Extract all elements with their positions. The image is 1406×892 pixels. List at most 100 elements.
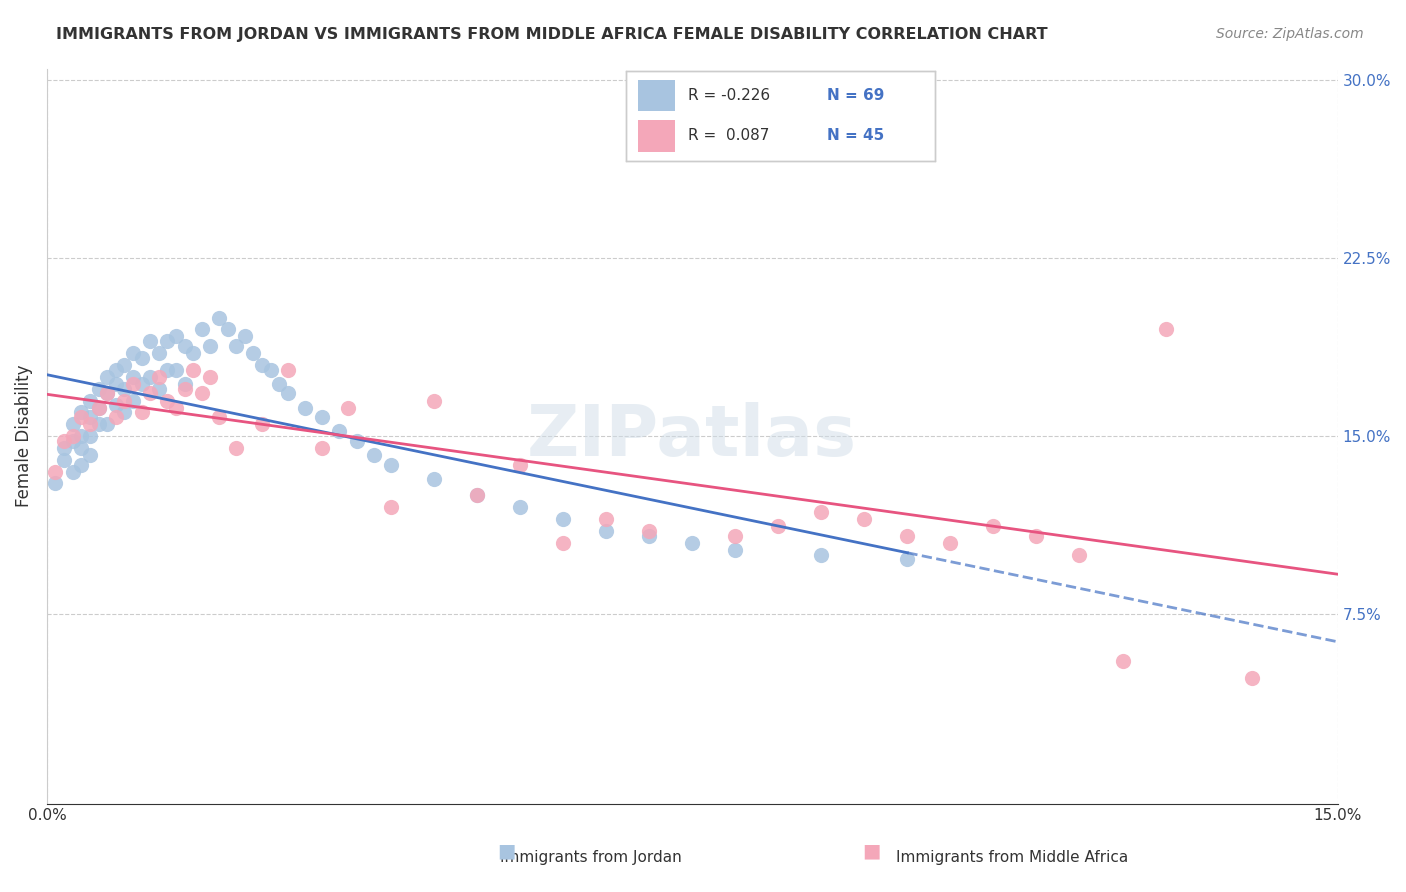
Point <box>233 329 256 343</box>
Point <box>595 512 617 526</box>
Point <box>200 369 222 384</box>
Point <box>1154 322 1177 336</box>
Point <box>96 369 118 384</box>
Point <box>148 346 170 360</box>
Point <box>509 458 531 472</box>
Point <box>853 512 876 526</box>
Point <box>225 339 247 353</box>
Point <box>277 386 299 401</box>
Point <box>1111 654 1133 668</box>
Point <box>148 369 170 384</box>
Text: ■: ■ <box>862 842 882 861</box>
Point <box>53 452 76 467</box>
Point <box>165 329 187 343</box>
Point <box>724 542 747 557</box>
Point <box>112 382 135 396</box>
Point <box>983 519 1005 533</box>
Point <box>156 334 179 349</box>
Point <box>337 401 360 415</box>
Point <box>122 369 145 384</box>
Point <box>810 548 832 562</box>
Point <box>44 465 66 479</box>
Point <box>595 524 617 538</box>
Point <box>465 488 488 502</box>
Text: Immigrants from Jordan: Immigrants from Jordan <box>499 850 682 865</box>
Point <box>200 339 222 353</box>
Point <box>139 334 162 349</box>
Point <box>311 410 333 425</box>
Point <box>139 369 162 384</box>
Point <box>191 322 214 336</box>
Point <box>173 382 195 396</box>
Point <box>939 535 962 549</box>
Text: IMMIGRANTS FROM JORDAN VS IMMIGRANTS FROM MIDDLE AFRICA FEMALE DISABILITY CORREL: IMMIGRANTS FROM JORDAN VS IMMIGRANTS FRO… <box>56 27 1047 42</box>
Text: N = 69: N = 69 <box>827 88 884 103</box>
Point <box>131 376 153 391</box>
Point <box>681 535 703 549</box>
Point <box>96 386 118 401</box>
Point <box>638 524 661 538</box>
Point <box>311 441 333 455</box>
Point <box>53 434 76 448</box>
Point <box>62 434 84 448</box>
Point <box>553 512 575 526</box>
Point <box>1240 671 1263 685</box>
Point <box>768 519 790 533</box>
Point <box>79 429 101 443</box>
Point <box>896 552 918 566</box>
Point <box>148 382 170 396</box>
Point <box>96 417 118 432</box>
Point <box>217 322 239 336</box>
Point <box>79 417 101 432</box>
Point <box>423 393 446 408</box>
Point <box>165 362 187 376</box>
Text: R =  0.087: R = 0.087 <box>688 128 769 143</box>
Point <box>681 120 703 135</box>
FancyBboxPatch shape <box>638 120 675 152</box>
Point <box>70 410 93 425</box>
Point <box>87 417 110 432</box>
Point <box>165 401 187 415</box>
Point <box>131 405 153 419</box>
Point <box>156 393 179 408</box>
Point <box>112 358 135 372</box>
Point <box>79 410 101 425</box>
Point <box>380 458 402 472</box>
Point <box>62 417 84 432</box>
Point <box>44 476 66 491</box>
Point <box>79 448 101 462</box>
Point <box>181 346 204 360</box>
Point <box>131 351 153 365</box>
Point <box>328 425 350 439</box>
Point <box>277 362 299 376</box>
Point <box>250 417 273 432</box>
Point <box>87 401 110 415</box>
Point <box>181 362 204 376</box>
Point <box>70 458 93 472</box>
Point <box>1069 548 1091 562</box>
Point <box>363 448 385 462</box>
FancyBboxPatch shape <box>638 80 675 112</box>
Point <box>191 386 214 401</box>
Text: Immigrants from Middle Africa: Immigrants from Middle Africa <box>896 850 1129 865</box>
Text: R = -0.226: R = -0.226 <box>688 88 769 103</box>
Point <box>724 529 747 543</box>
Point <box>96 386 118 401</box>
Point <box>70 405 93 419</box>
Point <box>122 376 145 391</box>
Point <box>810 505 832 519</box>
Point <box>208 410 231 425</box>
Point <box>250 358 273 372</box>
Point <box>465 488 488 502</box>
Text: ZIPatlas: ZIPatlas <box>527 401 858 471</box>
Point <box>509 500 531 515</box>
Text: Source: ZipAtlas.com: Source: ZipAtlas.com <box>1216 27 1364 41</box>
Point <box>156 362 179 376</box>
Point <box>122 393 145 408</box>
Point <box>87 382 110 396</box>
Text: N = 45: N = 45 <box>827 128 884 143</box>
Point <box>423 472 446 486</box>
Point <box>380 500 402 515</box>
Point <box>208 310 231 325</box>
Point <box>104 376 127 391</box>
